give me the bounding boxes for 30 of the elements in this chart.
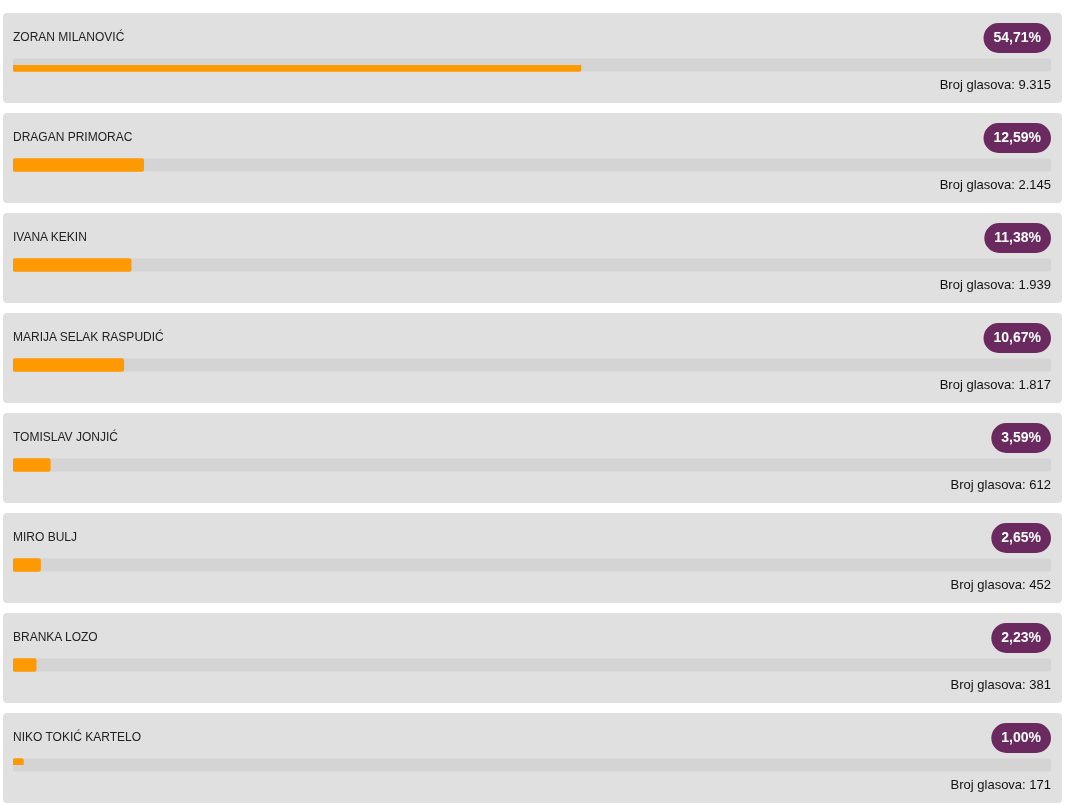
annotation: Broj glasova: 1.939	[939, 276, 1051, 292]
data-label: 1,00%	[1001, 728, 1042, 745]
y-tick-label: DRAGAN PRIMORAC	[13, 130, 133, 145]
data-label: 2,65%	[1001, 528, 1042, 545]
annotation: Broj glasova: 1.817	[939, 376, 1051, 392]
bar	[13, 358, 125, 372]
data-label: 12,59%	[993, 128, 1042, 145]
y-tick-label: NIKO TOKIĆ KARTELO	[13, 729, 142, 745]
bar	[13, 458, 51, 472]
y-tick-label: MIRO BULJ	[13, 530, 78, 545]
annotation: Broj glasova: 171	[950, 776, 1051, 792]
y-tick-label: MARIJA SELAK RASPUDIĆ	[13, 329, 165, 345]
annotation: Broj glasova: 381	[950, 676, 1051, 692]
bar	[13, 658, 37, 672]
y-tick-label: IVANA KEKIN	[13, 230, 87, 245]
data-label: 11,38%	[994, 228, 1042, 245]
data-label: 54,71%	[993, 28, 1042, 45]
y-tick-label: TOMISLAV JONJIĆ	[13, 429, 119, 445]
bar	[13, 558, 41, 572]
bar	[13, 158, 145, 172]
y-tick-label: ZORAN MILANOVIĆ	[13, 29, 125, 45]
bar	[13, 258, 132, 272]
data-label: 3,59%	[1001, 428, 1042, 445]
annotation: Broj glasova: 9.315	[939, 76, 1051, 92]
annotation: Broj glasova: 2.145	[939, 176, 1051, 192]
y-tick-label: BRANKA LOZO	[13, 630, 98, 645]
annotation: Broj glasova: 452	[950, 576, 1051, 592]
data-label: 10,67%	[993, 328, 1042, 345]
annotation: Broj glasova: 612	[950, 476, 1051, 492]
data-label: 2,23%	[1001, 628, 1042, 645]
